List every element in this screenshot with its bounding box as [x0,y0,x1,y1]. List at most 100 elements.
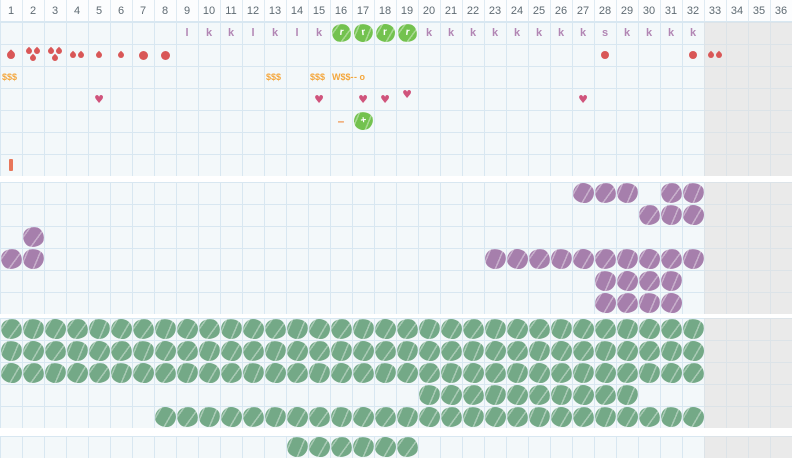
heart-cell[interactable]: ♥ [396,88,418,110]
green-scribble-blob-cell[interactable] [506,362,528,384]
green-scribble-blob-cell[interactable] [528,318,550,340]
green-scribble-blob-cell[interactable] [308,340,330,362]
green-scribble-blob-cell[interactable] [440,318,462,340]
green-scribble-blob-cell[interactable] [616,406,638,428]
green-scribble-blob-cell[interactable] [374,362,396,384]
letter-marker-cell[interactable]: k [660,22,682,44]
letter-marker-cell[interactable]: k [572,22,594,44]
green-scribble-blob-cell[interactable] [264,340,286,362]
green-scribble-blob-cell[interactable] [308,406,330,428]
letter-marker-cell[interactable]: l [286,22,308,44]
green-scribble-blob-cell[interactable] [396,318,418,340]
green-scribble-blob-cell[interactable] [396,340,418,362]
money-cell[interactable]: - o [352,66,374,88]
green-scribble-blob-cell[interactable] [44,362,66,384]
purple-scribble-blob-cell[interactable] [660,204,682,226]
purple-scribble-blob-cell[interactable] [660,248,682,270]
green-scribble-blob-cell[interactable] [462,318,484,340]
green-scribble-blob-cell[interactable] [616,362,638,384]
green-scribble-blob-cell[interactable] [154,318,176,340]
green-scribble-blob-cell[interactable] [572,318,594,340]
green-scribble-marker[interactable]: r [330,22,352,44]
green-scribble-blob-cell[interactable] [484,362,506,384]
green-scribble-blob-cell[interactable] [572,340,594,362]
green-scribble-blob-cell[interactable] [198,406,220,428]
double-drop-cell[interactable] [66,44,88,66]
green-scribble-blob-cell[interactable] [572,362,594,384]
purple-scribble-blob-cell[interactable] [550,248,572,270]
green-scribble-blob-cell[interactable] [242,406,264,428]
green-scribble-blob-cell[interactable] [616,318,638,340]
purple-scribble-blob-cell[interactable] [682,248,704,270]
green-scribble-blob-cell[interactable] [0,340,22,362]
green-scribble-blob-cell[interactable] [176,340,198,362]
letter-marker-cell[interactable]: k [550,22,572,44]
green-scribble-blob-cell[interactable] [638,406,660,428]
heart-cell[interactable]: ♥ [352,88,374,110]
green-scribble-blob-cell[interactable] [330,406,352,428]
dot-cell[interactable] [132,44,154,66]
green-scribble-blob-cell[interactable] [220,406,242,428]
green-scribble-blob-cell[interactable] [374,436,396,458]
purple-scribble-blob-cell[interactable] [0,248,22,270]
heart-cell[interactable]: ♥ [88,88,110,110]
green-scribble-blob-cell[interactable] [88,340,110,362]
green-scribble-blob-cell[interactable] [506,384,528,406]
green-scribble-blob-cell[interactable] [374,406,396,428]
green-scribble-blob-cell[interactable] [88,362,110,384]
green-scribble-blob-cell[interactable] [110,318,132,340]
letter-marker-cell[interactable]: k [440,22,462,44]
purple-scribble-blob-cell[interactable] [528,248,550,270]
green-scribble-blob-cell[interactable] [660,340,682,362]
purple-scribble-blob-cell[interactable] [594,292,616,314]
green-scribble-blob-cell[interactable] [440,340,462,362]
green-scribble-blob-cell[interactable] [462,384,484,406]
green-scribble-blob-cell[interactable] [66,362,88,384]
green-scribble-blob-cell[interactable] [418,362,440,384]
dot-cell[interactable] [594,44,616,66]
green-scribble-blob-cell[interactable] [198,318,220,340]
green-scribble-blob-cell[interactable] [220,340,242,362]
green-scribble-blob-cell[interactable] [418,340,440,362]
green-scribble-blob-cell[interactable] [110,340,132,362]
minus-marker-cell[interactable]: – [330,110,352,132]
letter-marker-cell[interactable]: k [638,22,660,44]
purple-scribble-blob-cell[interactable] [616,248,638,270]
purple-scribble-blob-cell[interactable] [638,292,660,314]
dot-cell[interactable] [682,44,704,66]
green-scribble-blob-cell[interactable] [528,406,550,428]
green-scribble-blob-cell[interactable] [110,362,132,384]
green-scribble-blob-cell[interactable] [660,318,682,340]
triple-drop-cell[interactable] [22,44,44,66]
green-scribble-blob-cell[interactable] [638,362,660,384]
letter-marker-cell[interactable]: k [616,22,638,44]
letter-marker-cell[interactable]: l [176,22,198,44]
green-scribble-blob-cell[interactable] [462,340,484,362]
green-scribble-blob-cell[interactable] [198,340,220,362]
purple-scribble-blob-cell[interactable] [616,292,638,314]
green-scribble-blob-cell[interactable] [44,318,66,340]
green-scribble-blob-cell[interactable] [242,340,264,362]
purple-scribble-blob-cell[interactable] [616,270,638,292]
green-scribble-blob-cell[interactable] [550,406,572,428]
green-scribble-blob-cell[interactable] [418,406,440,428]
green-scribble-blob-cell[interactable] [198,362,220,384]
green-scribble-blob-cell[interactable] [506,406,528,428]
green-scribble-blob-cell[interactable] [44,340,66,362]
purple-scribble-blob-cell[interactable] [660,182,682,204]
letter-marker-cell[interactable]: k [528,22,550,44]
green-scribble-blob-cell[interactable] [462,362,484,384]
heart-cell[interactable]: ♥ [374,88,396,110]
money-cell[interactable]: $$$ [264,66,286,88]
green-scribble-blob-cell[interactable] [506,340,528,362]
heart-cell[interactable]: ♥ [308,88,330,110]
green-scribble-blob-cell[interactable] [330,340,352,362]
drop-cell[interactable] [0,44,22,66]
green-scribble-blob-cell[interactable] [594,362,616,384]
letter-marker-cell[interactable]: k [308,22,330,44]
green-scribble-blob-cell[interactable] [220,362,242,384]
green-scribble-blob-cell[interactable] [330,318,352,340]
green-scribble-blob-cell[interactable] [594,406,616,428]
green-scribble-blob-cell[interactable] [286,318,308,340]
purple-scribble-blob-cell[interactable] [572,248,594,270]
